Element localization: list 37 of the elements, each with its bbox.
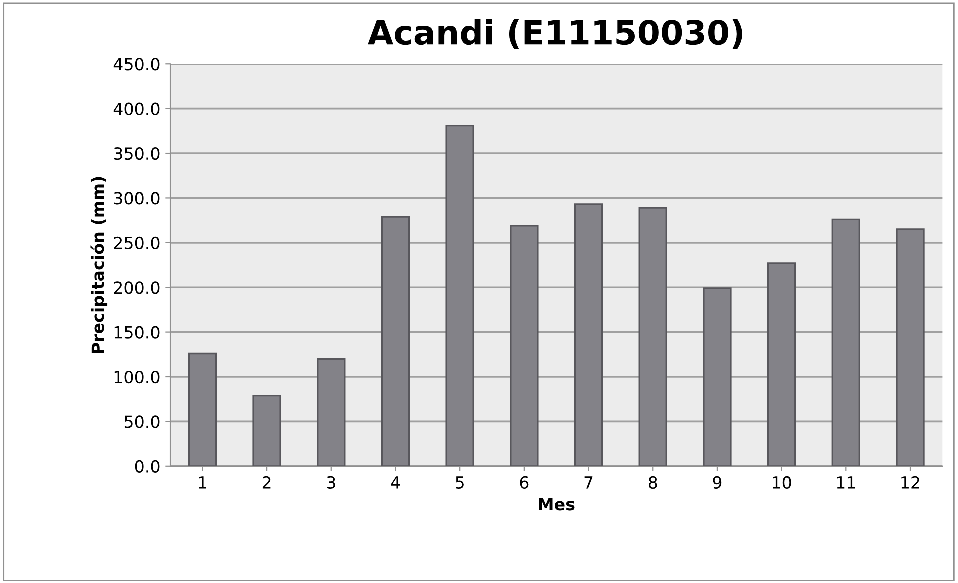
y-axis-title: Precipitación (mm) — [90, 177, 108, 354]
bar — [638, 207, 668, 466]
y-tick-label: 100.0 — [114, 370, 160, 384]
y-tick-label: 0.0 — [135, 460, 160, 473]
bar — [381, 216, 410, 466]
bar — [252, 394, 282, 466]
y-tick-label: 400.0 — [114, 102, 160, 116]
x-tick-label: 10 — [773, 476, 792, 490]
bar — [767, 262, 796, 466]
x-tick-label: 9 — [713, 476, 722, 490]
x-tick-label: 1 — [199, 476, 206, 489]
bar — [574, 204, 604, 466]
x-tick-label: 12 — [902, 476, 920, 489]
y-tick-label: 150.0 — [114, 326, 160, 339]
y-tick-label: 200.0 — [114, 282, 160, 294]
bar — [703, 288, 732, 466]
x-tick-label: 3 — [327, 476, 336, 490]
bar — [510, 225, 539, 466]
y-tick-label: 350.0 — [114, 147, 160, 160]
bar — [317, 358, 346, 466]
x-tick-label: 5 — [456, 476, 464, 490]
bar — [896, 228, 925, 466]
x-tick-label: 4 — [391, 476, 400, 489]
x-tick-label: 11 — [837, 476, 856, 489]
x-tick-label: 7 — [584, 476, 593, 489]
bar — [446, 124, 474, 466]
y-tick-label: 450.0 — [114, 58, 160, 71]
x-axis-title: Mes — [539, 498, 575, 511]
y-tick-label: 250.0 — [114, 236, 160, 250]
bar — [188, 352, 218, 466]
y-tick-label: 50.0 — [124, 416, 160, 428]
x-tick-label: 8 — [648, 476, 658, 490]
bar — [832, 218, 860, 466]
y-tick-label: 300.0 — [114, 192, 160, 205]
chart-title: Acandi (E11150030) — [368, 19, 742, 50]
x-tick-label: 2 — [262, 476, 271, 489]
x-tick-label: 6 — [520, 476, 529, 490]
